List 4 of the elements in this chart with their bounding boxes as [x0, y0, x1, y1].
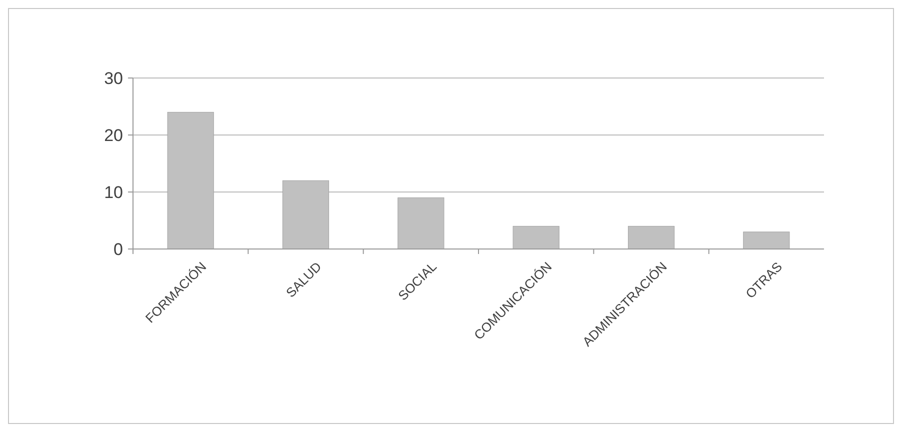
y-tick-label: 10: [104, 182, 123, 202]
y-tick-label: 30: [104, 68, 123, 88]
y-tick-label: 20: [104, 126, 123, 145]
y-tick-label: 0: [114, 240, 123, 259]
